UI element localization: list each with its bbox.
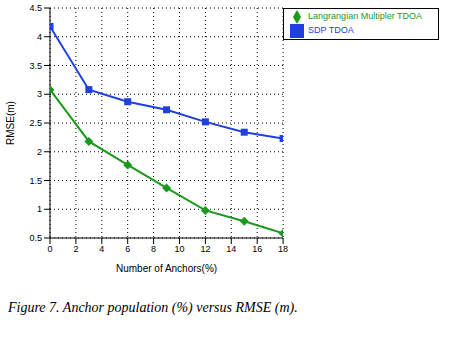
svg-text:1: 1 xyxy=(37,204,42,214)
svg-text:12: 12 xyxy=(200,244,210,254)
svg-text:0.5: 0.5 xyxy=(29,233,42,243)
svg-text:3.5: 3.5 xyxy=(29,61,42,71)
html-text:SDP TDOA: SDP TDOA xyxy=(308,25,354,36)
svg-text:RMSE(m): RMSE(m) xyxy=(8,101,16,145)
svg-text:6: 6 xyxy=(125,244,130,254)
svg-text:2.5: 2.5 xyxy=(29,118,42,128)
svg-text:8: 8 xyxy=(151,244,156,254)
svg-text:2: 2 xyxy=(37,147,42,157)
svg-text:14: 14 xyxy=(226,244,236,254)
html-text:Langrangian Multipler TDOA: Langrangian Multipler TDOA xyxy=(308,11,422,22)
svg-text:Number of Anchors(%): Number of Anchors(%) xyxy=(116,263,217,274)
svg-text:16: 16 xyxy=(252,244,262,254)
html-text:Figure 7. Anchor population (%: Figure 7. Anchor population (%) versus R… xyxy=(8,300,298,315)
svg-text:1.5: 1.5 xyxy=(29,176,42,186)
svg-text:4: 4 xyxy=(37,32,42,42)
svg-text:4: 4 xyxy=(99,244,104,254)
svg-text:4.5: 4.5 xyxy=(29,3,42,13)
svg-text:10: 10 xyxy=(174,244,184,254)
svg-text:2: 2 xyxy=(73,244,78,254)
svg-text:0: 0 xyxy=(47,244,52,254)
svg-text:18: 18 xyxy=(278,244,288,254)
svg-text:3: 3 xyxy=(37,89,42,99)
